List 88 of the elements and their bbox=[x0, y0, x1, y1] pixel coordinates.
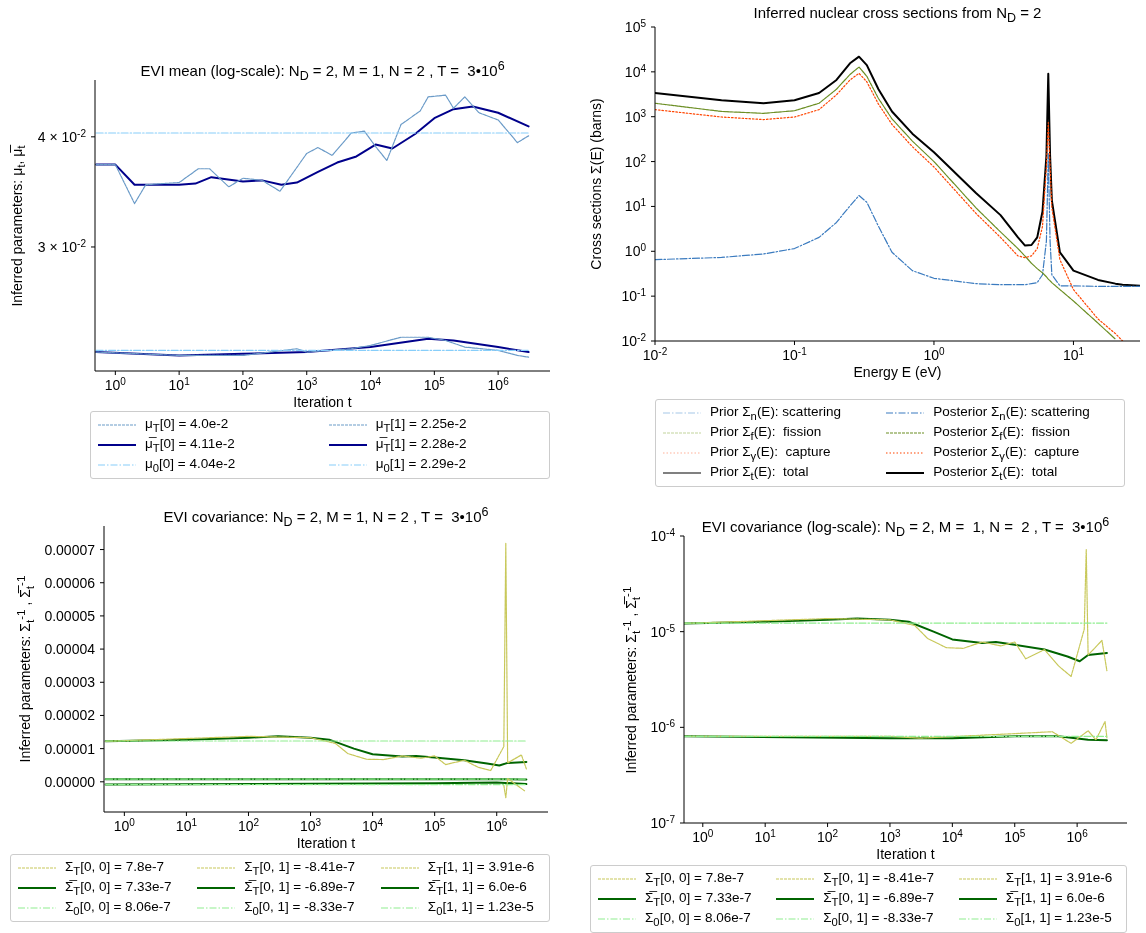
chart-title: EVI covariance (log-scale): N$_{D}$ = 2, M = 1, N = 2 , T = 3•10$^{6}$ bbox=[700, 514, 1111, 539]
y-tick-label: 3 × 10$^{-2}$ bbox=[37, 237, 87, 255]
x-axis-title: Iteration t bbox=[292, 393, 353, 411]
legend-label: Prior Σ$_{n}$(E): scattering bbox=[710, 404, 841, 422]
x-tick-label: 10$^{-1}$ bbox=[782, 345, 808, 363]
x-tick-label: 10$^{6}$ bbox=[486, 816, 508, 834]
legend-label: Σ$_{T}$[0, 1] = -8.41e-7 bbox=[244, 859, 356, 877]
legend-label: Σ$_{T}$[0, 1] = -8.41e-7 bbox=[823, 870, 935, 888]
y-tick-label: 10$^{4}$ bbox=[624, 62, 647, 80]
legend-label: Σ$_{T}$[0, 0] = 7.8e-7 bbox=[645, 870, 744, 888]
y-tick-label: 0.00002 bbox=[44, 707, 96, 724]
y-tick-label: 10$^{1}$ bbox=[624, 196, 647, 215]
legend-label: Posterior Σ$_{n}$(E): scattering bbox=[933, 404, 1090, 422]
legend-label: μ̅$_{T}$[1] = 2.28e-2 bbox=[375, 436, 467, 454]
y-tick-label: 10$^{-4}$ bbox=[650, 526, 676, 544]
legend-label: Σ̅$_{T}$[0, 1] = -6.89e-7 bbox=[823, 890, 935, 908]
x-tick-label: 10$^{6}$ bbox=[1066, 827, 1089, 845]
y-tick-label: 10$^{-2}$ bbox=[621, 331, 647, 349]
x-tick-label: 10$^{2}$ bbox=[232, 375, 254, 393]
legend-label: Prior Σ$_{t}$(E): total bbox=[710, 464, 809, 482]
x-tick-label: 10$^{5}$ bbox=[423, 375, 446, 393]
x-axis-title: Energy E (eV) bbox=[852, 363, 943, 381]
y-tick-label: 10$^{5}$ bbox=[624, 17, 647, 35]
x-tick-label: 10$^{2}$ bbox=[816, 827, 839, 845]
legend-label: Σ$_{0}$[0, 0] = 8.06e-7 bbox=[645, 910, 751, 928]
y-axis-title: Cross sections Σ(E) (barns) bbox=[588, 98, 604, 270]
x-tick-label: 10$^{0}$ bbox=[104, 375, 127, 393]
legend-label: Σ$_{0}$[0, 1] = -8.33e-7 bbox=[244, 899, 355, 917]
y-tick-label: 10$^{-7}$ bbox=[650, 813, 676, 831]
x-tick-label: 10$^{1}$ bbox=[175, 816, 198, 834]
y-tick-label: 0.00006 bbox=[44, 574, 96, 591]
x-tick-label: 10$^{0}$ bbox=[692, 827, 714, 845]
legend-label: Prior Σ$_{f}$(E): fission bbox=[710, 424, 822, 442]
y-tick-label: 0.00007 bbox=[44, 541, 96, 558]
legend-label: Σ$_{0}$[0, 0] = 8.06e-7 bbox=[65, 899, 171, 917]
legend-label: Σ$_{0}$[1, 1] = 1.23e-5 bbox=[427, 899, 534, 917]
line-series bbox=[503, 777, 526, 799]
y-tick-label: 4 × 10$^{-2}$ bbox=[37, 127, 87, 145]
y-tick-label: 10$^{0}$ bbox=[624, 241, 647, 260]
legend-label: Σ$_{T}$[0, 0] = 7.8e-7 bbox=[65, 859, 164, 877]
legend-label: μ$_{0}$[1] = 2.29e-2 bbox=[375, 456, 466, 474]
y-tick-label: 10$^{-5}$ bbox=[650, 622, 676, 640]
y-tick-label: 10$^{-6}$ bbox=[650, 717, 676, 736]
x-tick-label: 10$^{3}$ bbox=[299, 816, 322, 834]
legend-label: Σ̅$_{T}$[0, 1] = -6.89e-7 bbox=[244, 879, 356, 897]
x-tick-label: 10$^{4}$ bbox=[359, 375, 382, 393]
x-tick-label: 10$^{2}$ bbox=[237, 816, 260, 834]
legend-label: μ$_{0}$[0] = 4.04e-2 bbox=[145, 456, 236, 474]
legend-label: μ$_{T}$[1] = 2.25e-2 bbox=[375, 416, 467, 434]
x-tick-label: 10$^{4}$ bbox=[362, 816, 384, 834]
x-tick-label: 10$^{3}$ bbox=[296, 375, 318, 393]
x-tick-label: 10$^{0}$ bbox=[923, 345, 945, 363]
x-tick-label: 10$^{5}$ bbox=[424, 816, 446, 834]
x-tick-label: 10$^{1}$ bbox=[754, 827, 777, 845]
x-tick-label: 10$^{4}$ bbox=[941, 827, 964, 845]
legend-label: Σ̅$_{T}$[0, 0] = 7.33e-7 bbox=[645, 890, 752, 908]
chart-title: EVI covariance: N$_{D}$ = 2, M = 1, N = 2 , T = 3•10$^{6}$ bbox=[162, 504, 490, 529]
legend-label: Posterior Σ$_{t}$(E): total bbox=[933, 464, 1058, 482]
x-tick-label: 10$^{6}$ bbox=[487, 375, 510, 393]
chart-title: Inferred nuclear cross sections from N$_{D}$ = 2 bbox=[752, 3, 1043, 27]
legend-label: Σ̅$_{T}$[0, 0] = 7.33e-7 bbox=[65, 879, 172, 897]
legend-label: Σ$_{T}$[1, 1] = 3.91e-6 bbox=[427, 859, 535, 877]
y-tick-label: 0.00005 bbox=[44, 607, 96, 624]
legend-label: Posterior Σ$_{γ}$(E): capture bbox=[933, 444, 1080, 462]
x-tick-label: 10$^{1}$ bbox=[1062, 345, 1085, 363]
x-axis-title: Iteration t bbox=[875, 845, 936, 863]
legend-label: Posterior Σ$_{f}$(E): fission bbox=[933, 424, 1071, 442]
legend-label: μ$_{T}$[0] = 4.0e-2 bbox=[145, 416, 229, 434]
legend-label: Prior Σ$_{γ}$(E): capture bbox=[710, 444, 831, 462]
y-tick-label: 0.00001 bbox=[44, 740, 96, 757]
x-axis-title: Iteration t bbox=[295, 834, 357, 852]
y-tick-label: 10$^{-1}$ bbox=[621, 286, 647, 305]
legend-label: Σ$_{T}$[1, 1] = 3.91e-6 bbox=[1005, 870, 1113, 888]
legend-label: Σ$_{0}$[0, 1] = -8.33e-7 bbox=[823, 910, 934, 928]
y-tick-label: 0.00004 bbox=[44, 641, 96, 658]
y-tick-label: 0.00000 bbox=[44, 773, 96, 790]
chart-title: EVI mean (log-scale): N$_{D}$ = 2, M = 1, N = 2 , T = 3•10$^{6}$ bbox=[139, 58, 506, 83]
y-tick-label: 10$^{3}$ bbox=[624, 107, 647, 125]
legend-label: Σ$_{0}$[1, 1] = 1.23e-5 bbox=[1005, 910, 1112, 928]
legend-label: Σ̅$_{T}$[1, 1] = 6.0e-6 bbox=[427, 879, 527, 897]
x-tick-label: 10$^{0}$ bbox=[113, 816, 136, 834]
x-tick-label: 10$^{5}$ bbox=[1004, 827, 1026, 845]
legend-label: Σ̅$_{T}$[1, 1] = 6.0e-6 bbox=[1005, 890, 1105, 908]
x-tick-label: 10$^{3}$ bbox=[879, 827, 901, 845]
x-tick-label: 10$^{1}$ bbox=[168, 375, 191, 393]
legend-label: μ̅$_{T}$[0] = 4.11e-2 bbox=[145, 436, 235, 454]
y-tick-label: 0.00003 bbox=[44, 674, 96, 691]
y-tick-label: 10$^{2}$ bbox=[624, 152, 647, 170]
